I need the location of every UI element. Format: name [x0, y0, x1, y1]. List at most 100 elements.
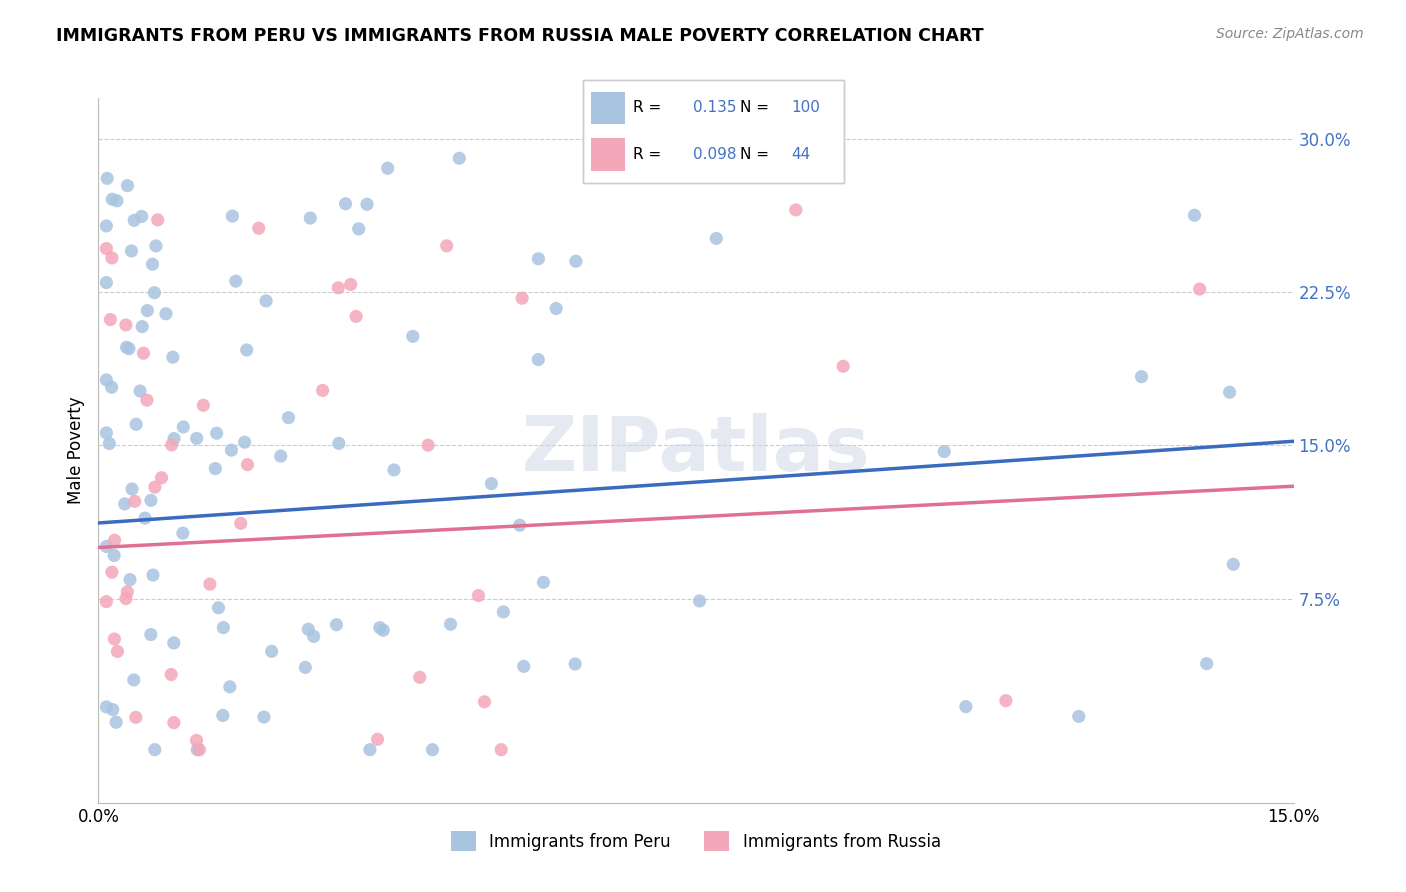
Point	[118, 342, 141, 356]
Point	[297, 622, 319, 636]
Point	[101, 192, 124, 206]
Point	[101, 566, 124, 580]
Point	[382, 463, 405, 477]
Point	[212, 621, 235, 635]
Point	[449, 151, 471, 165]
Point	[143, 480, 166, 494]
Point	[162, 350, 184, 364]
Point	[142, 568, 165, 582]
Point	[204, 461, 226, 475]
Point	[122, 673, 145, 687]
Point	[96, 276, 118, 290]
Point	[98, 436, 121, 450]
Text: ZIPatlas: ZIPatlas	[522, 414, 870, 487]
Point	[260, 644, 283, 658]
Point	[1188, 282, 1211, 296]
Point	[96, 594, 118, 608]
Point	[96, 425, 118, 440]
Point	[564, 657, 586, 671]
Point	[211, 708, 233, 723]
Point	[311, 384, 333, 398]
Point	[377, 161, 399, 176]
Point	[141, 257, 163, 271]
Point	[105, 715, 128, 730]
Text: 44: 44	[792, 146, 811, 161]
Point	[565, 254, 588, 268]
Point	[546, 301, 568, 316]
Point	[270, 449, 292, 463]
Point	[115, 318, 138, 332]
Point	[172, 526, 194, 541]
Point	[117, 585, 139, 599]
Point	[188, 742, 211, 756]
Point	[356, 197, 378, 211]
Point	[146, 212, 169, 227]
Point	[132, 346, 155, 360]
Point	[402, 329, 425, 343]
Point	[359, 742, 381, 756]
Point	[136, 303, 159, 318]
Point	[302, 630, 325, 644]
Point	[145, 239, 167, 253]
Point	[527, 352, 550, 367]
Point	[233, 435, 256, 450]
Point	[107, 644, 129, 658]
Point	[1219, 385, 1241, 400]
Point	[103, 632, 125, 646]
Point	[121, 482, 143, 496]
Point	[328, 436, 350, 450]
Point	[100, 312, 122, 326]
Point	[492, 605, 515, 619]
Point	[347, 222, 370, 236]
Point	[139, 493, 162, 508]
Point	[105, 194, 128, 208]
Point	[160, 438, 183, 452]
Point	[236, 458, 259, 472]
Point	[96, 242, 118, 256]
Point	[134, 511, 156, 525]
Point	[254, 293, 277, 308]
Point	[328, 281, 350, 295]
Point	[644, 153, 666, 167]
Text: N =: N =	[740, 101, 769, 115]
Point	[163, 636, 186, 650]
Point	[531, 575, 554, 590]
Point	[96, 219, 118, 233]
Point	[96, 171, 118, 186]
Point	[489, 742, 512, 756]
Point	[117, 178, 139, 193]
Point	[481, 476, 503, 491]
Point	[512, 659, 534, 673]
Point	[1195, 657, 1218, 671]
Point	[1184, 208, 1206, 222]
Point	[155, 307, 177, 321]
Point	[131, 210, 153, 224]
Point	[205, 426, 228, 441]
Point	[129, 384, 152, 398]
Point	[467, 589, 489, 603]
Point	[801, 154, 824, 169]
Point	[221, 443, 243, 458]
Point	[172, 420, 194, 434]
Text: 100: 100	[792, 101, 821, 115]
Text: IMMIGRANTS FROM PERU VS IMMIGRANTS FROM RUSSIA MALE POVERTY CORRELATION CHART: IMMIGRANTS FROM PERU VS IMMIGRANTS FROM …	[56, 27, 984, 45]
Point	[235, 343, 257, 357]
Point	[160, 667, 183, 681]
Point	[207, 600, 229, 615]
Point	[96, 373, 118, 387]
Text: R =: R =	[633, 146, 661, 161]
Point	[131, 319, 153, 334]
Point	[373, 624, 395, 638]
Point	[198, 577, 221, 591]
Point	[409, 670, 432, 684]
Point	[994, 694, 1017, 708]
Point	[122, 213, 145, 227]
Point	[221, 209, 243, 223]
Point	[143, 742, 166, 756]
Point	[509, 518, 531, 533]
Point	[125, 417, 148, 432]
Point	[100, 380, 122, 394]
Point	[339, 277, 361, 292]
Point	[101, 251, 124, 265]
Point	[186, 431, 208, 445]
